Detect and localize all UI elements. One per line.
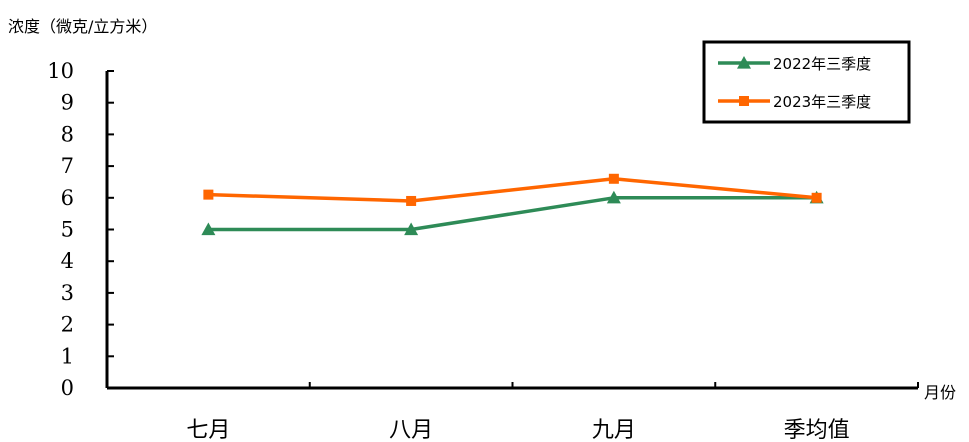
data-point bbox=[406, 195, 417, 206]
y-tick-label: 6 bbox=[61, 186, 74, 210]
data-point bbox=[201, 222, 216, 236]
legend-marker bbox=[739, 96, 749, 106]
y-tick-label: 10 bbox=[47, 59, 74, 83]
legend: 2022年三季度 2023年三季度 bbox=[702, 40, 911, 124]
series-group bbox=[203, 173, 822, 206]
y-tick-label: 3 bbox=[61, 281, 74, 305]
y-tick-label: 5 bbox=[61, 218, 74, 242]
legend-label: 2023年三季度 bbox=[773, 93, 871, 111]
data-point bbox=[811, 192, 822, 203]
data-point bbox=[404, 222, 419, 236]
series-layer bbox=[201, 173, 824, 236]
y-axis-title: 浓度（微克/立方米） bbox=[8, 17, 157, 36]
x-axis-title: 月份 bbox=[924, 383, 956, 402]
data-point bbox=[608, 173, 619, 184]
data-point bbox=[606, 190, 621, 204]
y-tick-label: 9 bbox=[61, 91, 74, 115]
legend-box bbox=[702, 40, 911, 124]
x-tick-label: 季均值 bbox=[784, 418, 850, 442]
y-tick-label: 1 bbox=[61, 344, 74, 368]
series-line bbox=[208, 177, 817, 203]
x-tick-label: 七月 bbox=[186, 418, 230, 442]
x-tick-label: 九月 bbox=[592, 418, 636, 442]
series-line bbox=[208, 196, 817, 232]
y-tick-label: 0 bbox=[61, 376, 74, 400]
y-tick-label: 7 bbox=[61, 154, 74, 178]
y-tick-label: 4 bbox=[61, 249, 74, 273]
y-tick-label: 8 bbox=[61, 122, 74, 146]
x-tick-label: 八月 bbox=[389, 418, 433, 442]
y-axis-ticks: 0 1 2 3 4 5 6 7 8 9 10 bbox=[47, 59, 114, 400]
y-tick-label: 2 bbox=[61, 313, 74, 337]
x-axis-ticks: 七月 八月 九月 季均值 bbox=[186, 382, 919, 442]
legend-marker bbox=[737, 56, 751, 69]
legend-label: 2022年三季度 bbox=[773, 55, 871, 73]
data-point bbox=[203, 189, 214, 200]
